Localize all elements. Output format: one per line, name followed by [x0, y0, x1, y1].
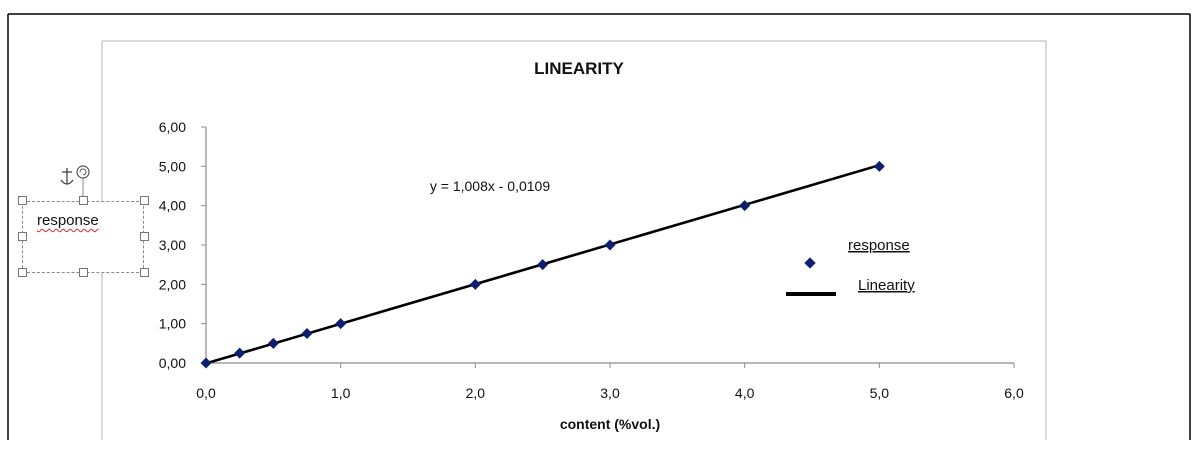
- data-point-response: [234, 347, 246, 359]
- data-point-response: [200, 357, 212, 369]
- x-tick-label: 1,0: [331, 385, 351, 401]
- data-point-response: [267, 337, 279, 349]
- x-axis-title: content (%vol.): [560, 416, 660, 432]
- legend-label-linearity: Linearity: [858, 277, 915, 294]
- data-point-response: [469, 278, 481, 290]
- data-point-response: [873, 160, 885, 172]
- data-point-response: [301, 328, 313, 339]
- resize-handle-top-right[interactable]: [140, 196, 149, 205]
- resize-handle-bottom[interactable]: [79, 268, 88, 277]
- legend-label-response: response: [848, 237, 910, 254]
- y-tick-label: 1,00: [159, 316, 186, 332]
- trendline-equation: y = 1,008x - 0,0109: [430, 178, 550, 194]
- data-point-response: [537, 259, 549, 271]
- y-tick-label: 4,00: [159, 198, 186, 214]
- legend[interactable]: response Linearity: [786, 237, 915, 296]
- rotate-handle-icon[interactable]: [76, 165, 90, 179]
- anchor-icon: [60, 168, 74, 185]
- legend-marker-response: [804, 257, 816, 269]
- text-box-content[interactable]: response: [37, 212, 99, 229]
- y-tick-label: 6,00: [159, 119, 186, 135]
- marks: [200, 160, 885, 369]
- data-point-response: [335, 318, 347, 330]
- resize-handle-bottom-right[interactable]: [140, 268, 149, 277]
- x-tick-label: 3,0: [600, 385, 620, 401]
- x-tick-label: 4,0: [735, 385, 755, 401]
- resize-handle-bottom-left[interactable]: [18, 268, 27, 277]
- chart-title: LINEARITY: [534, 59, 624, 78]
- data-point-response: [604, 239, 616, 251]
- y-tick-label: 0,00: [159, 355, 186, 371]
- x-tick-label: 6,0: [1004, 385, 1024, 401]
- resize-handle-top-left[interactable]: [18, 196, 27, 205]
- x-tick-label: 0,0: [196, 385, 216, 401]
- axes: 0,0 1,0 2,0 3,0 4,0 5,0 6,0 0,00 1,00 2,00 3,00 4,0…: [159, 119, 1024, 401]
- y-tick-label: 3,00: [159, 237, 186, 253]
- resize-handle-left[interactable]: [18, 232, 27, 241]
- x-tick-label: 2,0: [466, 385, 486, 401]
- data-point-response: [739, 200, 751, 212]
- resize-handle-top[interactable]: [79, 196, 88, 205]
- y-tick-label: 2,00: [159, 276, 186, 292]
- x-tick-label: 5,0: [870, 385, 890, 401]
- resize-handle-right[interactable]: [140, 232, 149, 241]
- y-tick-label: 5,00: [159, 158, 186, 174]
